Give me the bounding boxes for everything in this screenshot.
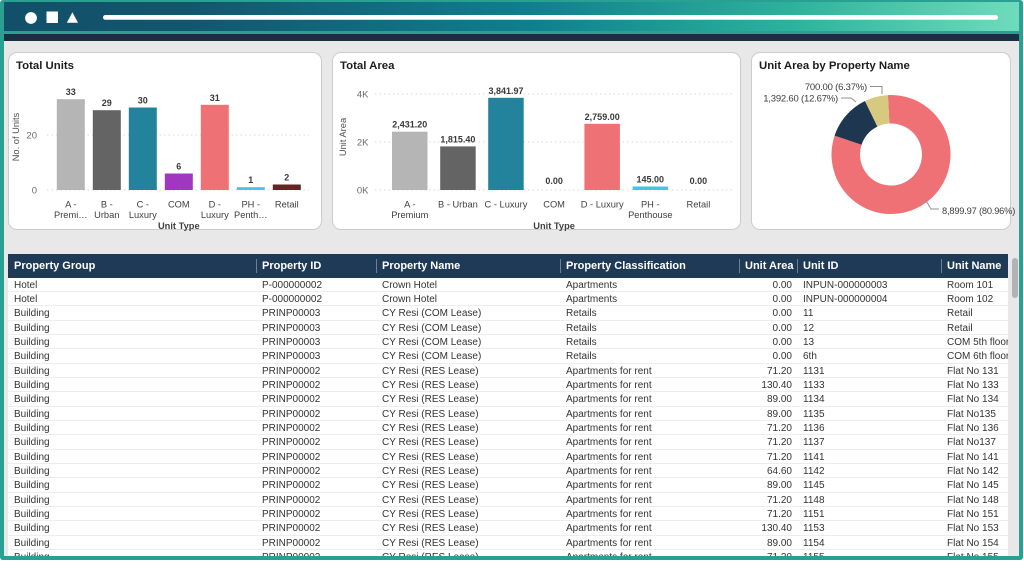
svg-text:0K: 0K: [357, 186, 369, 197]
svg-text:C -: C -: [137, 200, 149, 210]
svg-text:2K: 2K: [357, 138, 369, 149]
svg-text:33: 33: [66, 87, 76, 97]
svg-text:20: 20: [26, 131, 37, 142]
svg-text:Urban: Urban: [94, 210, 119, 220]
svg-text:Premium: Premium: [391, 210, 428, 220]
svg-text:700.00 (6.37%): 700.00 (6.37%): [805, 82, 867, 93]
svg-text:Luxury: Luxury: [129, 210, 157, 220]
svg-text:PH -: PH -: [641, 200, 660, 210]
svg-text:Retail: Retail: [275, 200, 299, 210]
svg-text:0.00: 0.00: [690, 176, 708, 186]
svg-text:8,899.97 (80.96%): 8,899.97 (80.96%): [942, 206, 1015, 216]
svg-text:1,392.60 (12.67%): 1,392.60 (12.67%): [763, 94, 838, 105]
svg-text:A -: A -: [404, 200, 415, 210]
svg-text:0: 0: [32, 186, 37, 197]
svg-text:D - Luxury: D - Luxury: [581, 200, 624, 210]
svg-text:Unit Type: Unit Type: [158, 221, 200, 231]
svg-text:6: 6: [176, 162, 181, 172]
svg-text:Retail: Retail: [687, 200, 711, 210]
svg-text:2,431.20: 2,431.20: [392, 120, 427, 130]
svg-text:2,759.00: 2,759.00: [585, 112, 620, 122]
svg-text:Premi…: Premi…: [54, 210, 88, 220]
svg-text:29: 29: [102, 98, 112, 108]
svg-text:4K: 4K: [357, 90, 369, 101]
svg-text:B -: B -: [101, 200, 113, 210]
svg-text:31: 31: [210, 93, 220, 103]
svg-text:Total Units: Total Units: [16, 60, 74, 72]
svg-text:B - Urban: B - Urban: [438, 200, 478, 210]
svg-text:2: 2: [284, 173, 289, 183]
svg-text:Total Area: Total Area: [340, 60, 395, 72]
svg-text:1,815.40: 1,815.40: [440, 134, 475, 144]
svg-text:COM: COM: [168, 200, 190, 210]
svg-text:1: 1: [248, 175, 253, 185]
svg-text:A -: A -: [65, 200, 76, 210]
svg-text:D -: D -: [209, 200, 221, 210]
svg-text:PH -: PH -: [241, 200, 260, 210]
svg-text:Penth…: Penth…: [234, 210, 268, 220]
svg-text:0.00: 0.00: [545, 176, 563, 186]
svg-text:145.00: 145.00: [637, 175, 665, 185]
svg-text:C - Luxury: C - Luxury: [485, 200, 528, 210]
svg-text:30: 30: [138, 96, 148, 106]
svg-text:3,841.97: 3,841.97: [488, 86, 523, 96]
svg-text:Unit Area by Property Name: Unit Area by Property Name: [759, 60, 910, 72]
svg-text:Penthouse: Penthouse: [628, 210, 672, 220]
svg-text:Unit Type: Unit Type: [533, 221, 575, 231]
svg-text:COM: COM: [543, 200, 565, 210]
svg-text:No. of Units: No. of Units: [11, 112, 21, 161]
svg-text:Unit Area: Unit Area: [338, 117, 348, 156]
svg-text:Luxury: Luxury: [201, 210, 229, 220]
